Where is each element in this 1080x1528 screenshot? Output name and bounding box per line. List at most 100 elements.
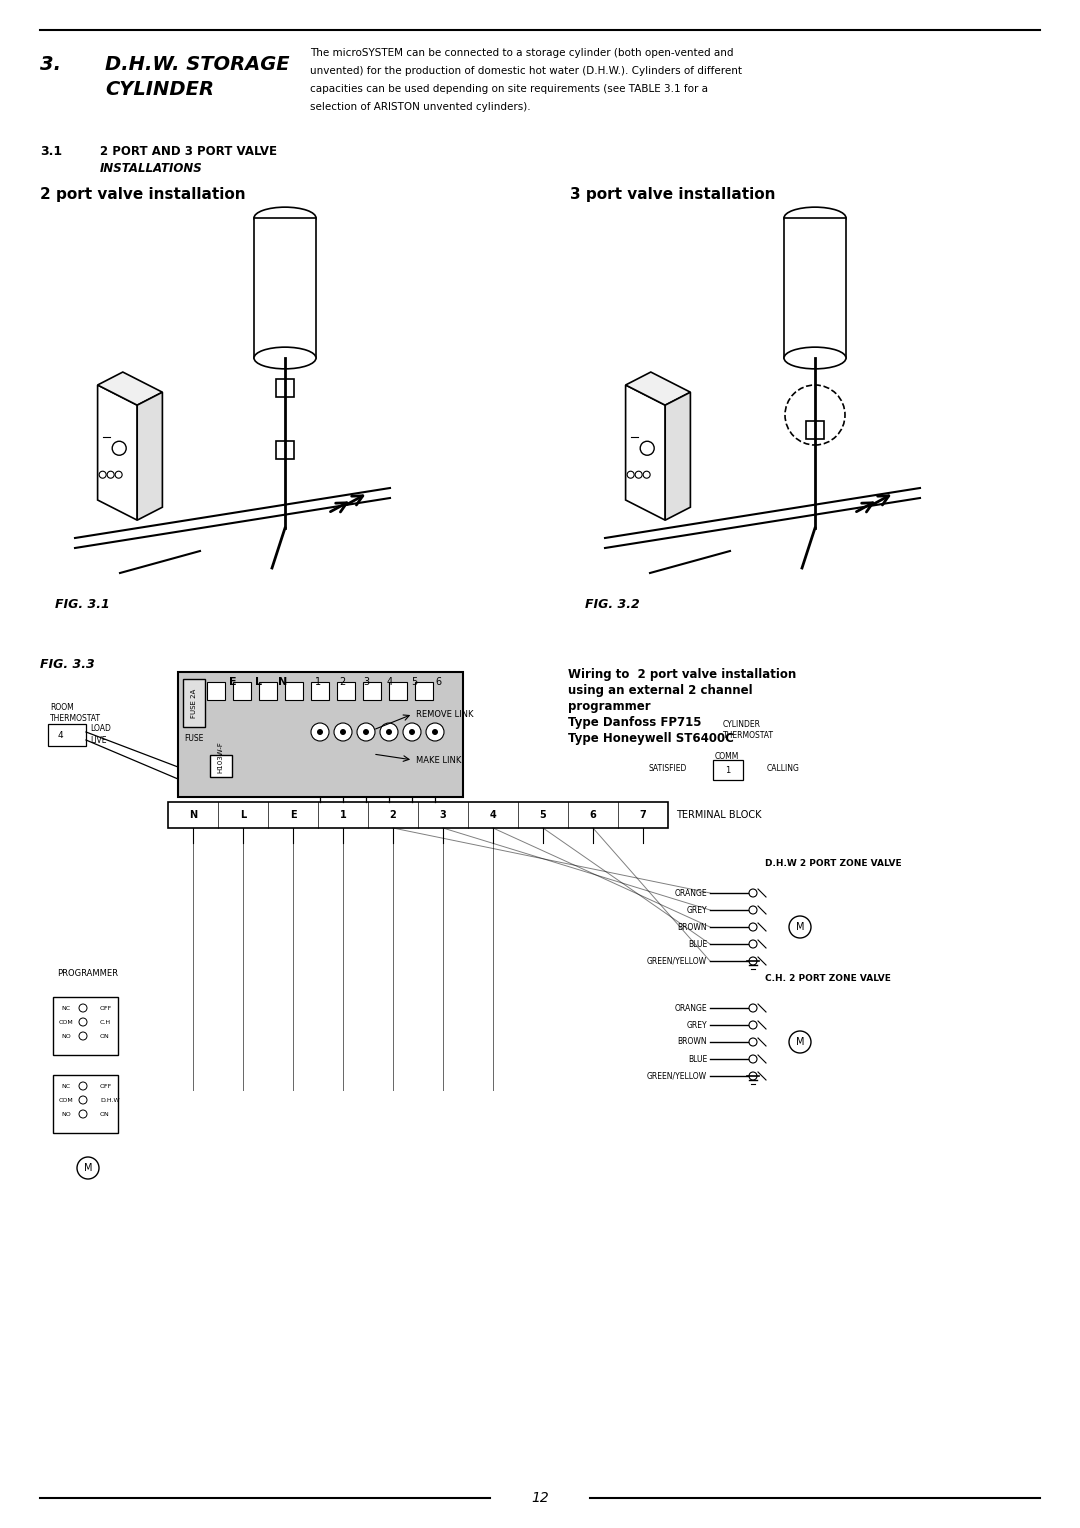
Circle shape [380,723,399,741]
Text: FIG. 3.3: FIG. 3.3 [40,659,95,671]
Text: E: E [229,677,237,688]
Text: 5: 5 [410,677,417,688]
Polygon shape [625,371,690,405]
Polygon shape [97,385,137,520]
Text: NO: NO [62,1111,71,1117]
Text: Wiring to  2 port valve installation: Wiring to 2 port valve installation [568,668,796,681]
Text: FUSE 2A: FUSE 2A [191,689,197,718]
Text: Type Honeywell ST6400C: Type Honeywell ST6400C [568,732,734,746]
Text: GREY: GREY [687,906,707,914]
Bar [53,996,118,1054]
Text: ROOM
THERMOSTAT: ROOM THERMOSTAT [50,703,102,723]
Bar [363,681,381,700]
Text: GREEN/YELLOW: GREEN/YELLOW [647,957,707,966]
Text: FIG. 3.2: FIG. 3.2 [585,597,639,611]
Text: D.H.W 2 PORT ZONE VALVE: D.H.W 2 PORT ZONE VALVE [765,859,902,868]
Text: 1: 1 [315,677,321,688]
Polygon shape [784,219,846,358]
Bar [337,681,355,700]
Text: FUSE: FUSE [185,733,204,743]
Text: 7: 7 [639,810,646,821]
Text: Type Danfoss FP715: Type Danfoss FP715 [568,717,702,729]
Text: TERMINAL BLOCK: TERMINAL BLOCK [676,810,761,821]
Circle shape [357,723,375,741]
Text: REMOVE LINK: REMOVE LINK [416,709,473,718]
Polygon shape [254,219,316,358]
Polygon shape [665,393,690,520]
Text: GREEN/YELLOW: GREEN/YELLOW [647,1071,707,1080]
Circle shape [340,729,346,735]
Text: selection of ARISTON unvented cylinders).: selection of ARISTON unvented cylinders)… [310,102,530,112]
Text: MAKE LINK: MAKE LINK [416,755,461,764]
Text: 5: 5 [540,810,546,821]
Bar [233,681,251,700]
Bar [178,672,463,798]
Bar [311,681,329,700]
Text: programmer: programmer [568,700,650,714]
Text: 3.: 3. [40,55,60,73]
Text: unvented) for the production of domestic hot water (D.H.W.). Cylinders of differ: unvented) for the production of domestic… [310,66,742,76]
Bar [276,379,294,397]
Text: M: M [84,1163,92,1174]
Circle shape [311,723,329,741]
Circle shape [386,729,392,735]
Text: SATISFIED: SATISFIED [649,764,687,773]
Text: 3: 3 [440,810,446,821]
Text: using an external 2 channel: using an external 2 channel [568,685,753,697]
Circle shape [426,723,444,741]
Text: C.H. 2 PORT ZONE VALVE: C.H. 2 PORT ZONE VALVE [765,973,891,983]
Text: ORANGE: ORANGE [674,1004,707,1013]
Bar [48,724,86,746]
Text: COM: COM [58,1097,73,1103]
Text: ON: ON [100,1111,110,1117]
Bar [389,681,407,700]
Text: H103W-F: H103W-F [217,741,222,773]
Text: 4: 4 [57,730,63,740]
Text: N: N [189,810,197,821]
Circle shape [318,729,323,735]
Bar [53,1076,118,1132]
Text: NO: NO [62,1033,71,1039]
Polygon shape [137,393,162,520]
Text: OFF: OFF [100,1083,112,1088]
Ellipse shape [784,347,846,368]
Text: COMM: COMM [715,752,739,761]
Text: FIG. 3.1: FIG. 3.1 [55,597,110,611]
Bar [713,759,743,779]
Bar [276,442,294,458]
Bar [168,802,669,828]
Text: ORANGE: ORANGE [674,888,707,897]
Ellipse shape [784,208,846,229]
Text: LIVE: LIVE [90,735,107,744]
Bar [285,681,303,700]
Text: CYLINDER
THERMOSTAT: CYLINDER THERMOSTAT [723,720,774,740]
Ellipse shape [254,208,316,229]
Bar [210,755,232,778]
Text: BLUE: BLUE [688,1054,707,1063]
Ellipse shape [254,347,316,368]
Text: BLUE: BLUE [688,940,707,949]
Text: CYLINDER: CYLINDER [105,79,214,99]
Polygon shape [625,385,665,520]
Text: GREY: GREY [687,1021,707,1030]
Text: NC: NC [62,1005,70,1010]
Text: 4: 4 [387,677,393,688]
Text: E: E [289,810,296,821]
Text: 1: 1 [339,810,347,821]
Text: capacities can be used depending on site requirements (see TABLE 3.1 for a: capacities can be used depending on site… [310,84,708,95]
Text: 3.1: 3.1 [40,145,63,157]
Text: 2: 2 [339,677,346,688]
Text: NC: NC [62,1083,70,1088]
Bar [806,422,824,439]
Text: N: N [279,677,287,688]
Circle shape [363,729,369,735]
Polygon shape [97,371,162,405]
Text: CALLING: CALLING [767,764,800,773]
Text: 6: 6 [590,810,596,821]
Text: 1: 1 [726,766,731,775]
Text: M: M [796,921,805,932]
Text: INSTALLATIONS: INSTALLATIONS [100,162,203,176]
Bar [207,681,225,700]
Bar [415,681,433,700]
Text: L: L [255,677,261,688]
